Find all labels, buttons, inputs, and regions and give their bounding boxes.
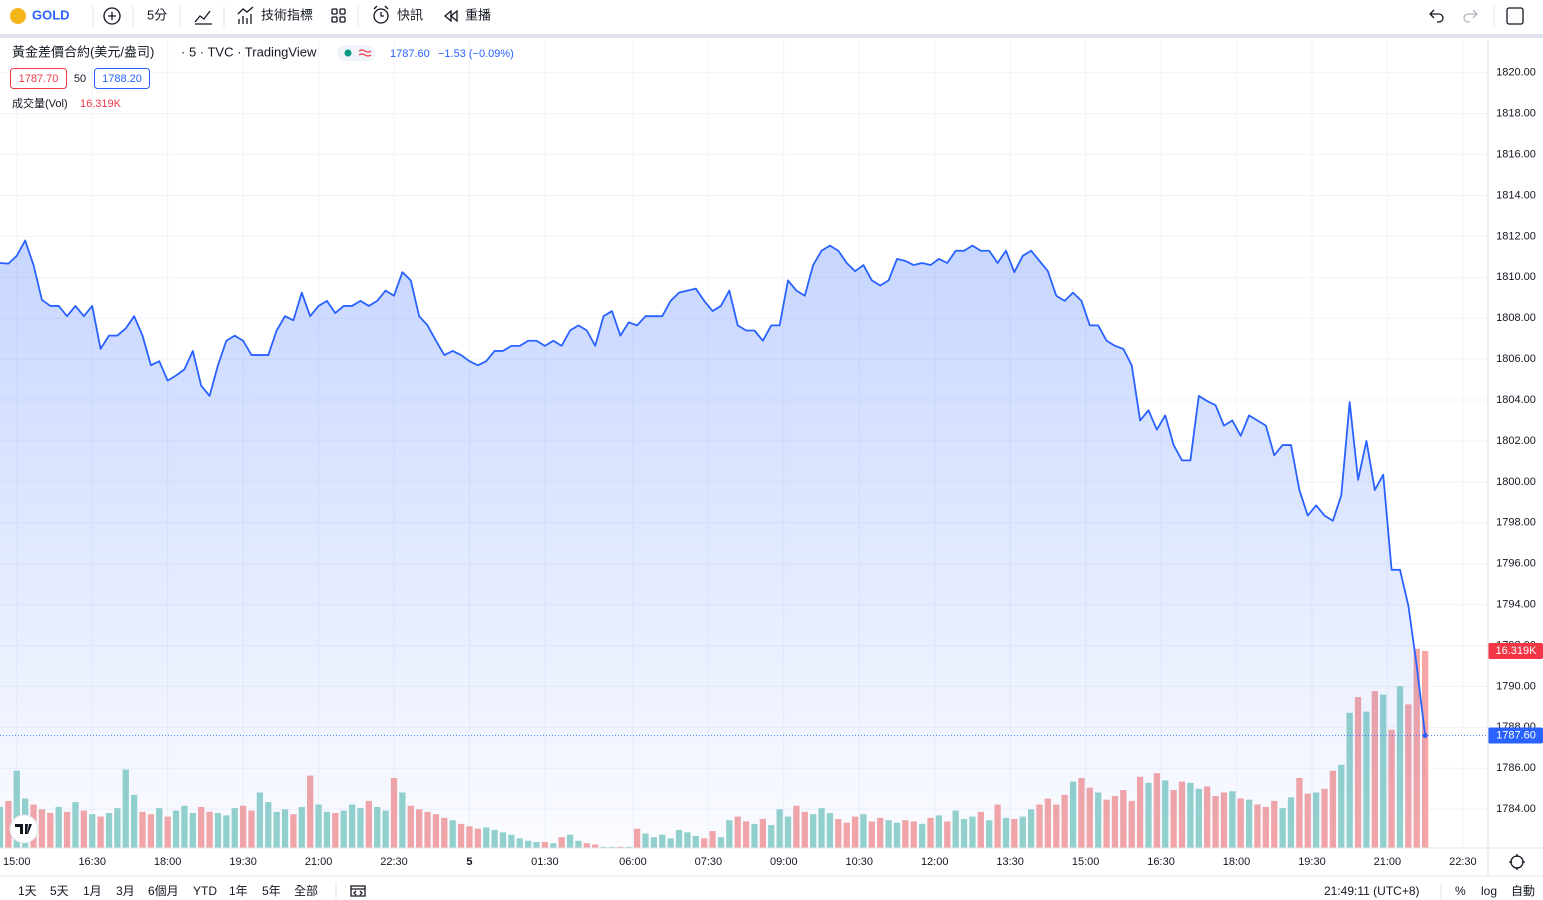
x-tick-label: 5 xyxy=(466,856,472,868)
toolbar-border xyxy=(0,34,1543,38)
last-price-tag xyxy=(1488,727,1543,744)
alerts-button[interactable]: 快訊 xyxy=(397,7,423,22)
y-tick-label: 1798.00 xyxy=(1496,517,1536,529)
log-button[interactable]: log xyxy=(1481,884,1497,898)
x-tick-label: 22:30 xyxy=(380,856,408,868)
buy-box[interactable] xyxy=(94,68,150,89)
x-tick-label: 07:30 xyxy=(695,856,723,868)
last-price-tag-label: 1787.60 xyxy=(1496,729,1536,741)
y-tick-label: 1802.00 xyxy=(1496,435,1536,447)
sell-box[interactable] xyxy=(10,68,67,89)
layout-button[interactable] xyxy=(331,8,346,23)
y-tick-label: 1786.00 xyxy=(1496,762,1536,774)
y-tick-label: 1800.00 xyxy=(1496,476,1536,488)
range-button[interactable]: 1年 xyxy=(229,884,248,898)
x-tick-label: 13:30 xyxy=(996,856,1024,868)
x-tick-label: 21:00 xyxy=(1374,856,1402,868)
auto-button[interactable]: 自動 xyxy=(1511,884,1535,898)
symbol[interactable]: GOLD xyxy=(32,7,70,22)
y-tick-label: 1796.00 xyxy=(1496,558,1536,570)
bid-price[interactable]: 1787.70 xyxy=(19,73,59,85)
alerts-icon[interactable] xyxy=(373,5,389,24)
y-tick-label: 1790.00 xyxy=(1496,680,1536,692)
y-tick-label: 1818.00 xyxy=(1496,108,1536,120)
y-tick-label: 1808.00 xyxy=(1496,312,1536,324)
range-button[interactable]: 6個月 xyxy=(148,884,179,898)
price-line xyxy=(0,239,1427,736)
legend-change: −1.53 (−0.09%) xyxy=(438,48,514,60)
y-tick-label: 1810.00 xyxy=(1496,271,1536,283)
replay-icon[interactable] xyxy=(443,9,458,23)
volume-tag-label: 16.319K xyxy=(1496,645,1538,657)
undo-button[interactable] xyxy=(1429,9,1444,23)
range-button[interactable]: 5年 xyxy=(262,884,281,898)
y-tick-label: 1812.00 xyxy=(1496,230,1536,242)
range-button[interactable]: 5天 xyxy=(50,884,69,898)
x-tick-label: 18:00 xyxy=(154,856,182,868)
x-tick-label: 15:00 xyxy=(3,856,31,868)
footer: 1天 5天 1月 3月 6個月 YTD 1年 5年 全部 xyxy=(18,883,318,898)
clock: 21:49:11 (UTC+8) xyxy=(1324,884,1420,898)
x-tick-label: 21:00 xyxy=(305,856,333,868)
y-tick-label: 1820.00 xyxy=(1496,67,1536,79)
indicators-button[interactable]: 技術指標 xyxy=(261,7,313,22)
x-tick-label: 06:00 xyxy=(619,856,647,868)
delay-icon xyxy=(358,49,372,57)
percent-button[interactable]: % xyxy=(1455,884,1466,898)
spread: 50 xyxy=(74,73,86,85)
y-tick-label: 1806.00 xyxy=(1496,353,1536,365)
toolbar xyxy=(0,0,1543,34)
x-tick-label: 15:00 xyxy=(1072,856,1100,868)
range-button[interactable]: 全部 xyxy=(294,883,318,898)
chart-type-button[interactable] xyxy=(194,10,212,25)
legend-meta: · 5 · TVC · TradingView xyxy=(181,44,317,59)
add-symbol-button[interactable] xyxy=(103,7,121,25)
range-button[interactable]: YTD xyxy=(193,884,217,898)
y-tick-label: 1814.00 xyxy=(1496,189,1536,201)
replay-button[interactable]: 重播 xyxy=(465,7,491,22)
x-tick-label: 19:30 xyxy=(1298,856,1326,868)
y-tick-label: 1804.00 xyxy=(1496,394,1536,406)
volume-tag xyxy=(1488,643,1543,660)
symbol-icon xyxy=(10,8,26,24)
volume-legend-title: 成交量(Vol) xyxy=(12,96,68,110)
range-button[interactable]: 1天 xyxy=(18,884,37,898)
ask-price[interactable]: 1788.20 xyxy=(102,73,142,85)
x-tick-label: 01:30 xyxy=(531,856,559,868)
x-tick-label: 16:30 xyxy=(1147,856,1175,868)
settings-button[interactable] xyxy=(1509,854,1525,870)
y-tick-label: 1784.00 xyxy=(1496,803,1536,815)
volume-legend-value: 16.319K xyxy=(80,98,122,110)
tradingview-logo xyxy=(9,814,39,844)
indicators-icon[interactable] xyxy=(237,6,254,24)
legend-last: 1787.60 xyxy=(390,48,430,60)
price-area xyxy=(0,240,1426,848)
x-tick-label: 09:00 xyxy=(770,856,798,868)
x-tick-label: 12:00 xyxy=(921,856,949,868)
last-price-dot xyxy=(1422,733,1428,738)
x-tick-label: 10:30 xyxy=(846,856,874,868)
y-tick-label: 1816.00 xyxy=(1496,148,1536,160)
legend-title: 黃金差價合約(美元/盎司) xyxy=(12,44,154,59)
interval[interactable]: 5分 xyxy=(147,7,167,22)
x-tick-label: 16:30 xyxy=(78,856,106,868)
x-tick-label: 22:30 xyxy=(1449,856,1477,868)
fullscreen-button[interactable] xyxy=(1506,7,1524,25)
plot-area: 15:00 16:30 18:00 19:30 21:00 22:30 5 01:30 06:0… xyxy=(0,38,1543,868)
range-button[interactable]: 3月 xyxy=(116,884,135,898)
x-tick-label: 18:00 xyxy=(1223,856,1251,868)
market-open-dot xyxy=(344,49,352,57)
range-button[interactable]: 1月 xyxy=(83,884,102,898)
date-range-button[interactable] xyxy=(350,885,366,897)
y-tick-label: 1794.00 xyxy=(1496,598,1536,610)
redo-button[interactable] xyxy=(1463,9,1478,23)
x-tick-label: 19:30 xyxy=(229,856,257,868)
market-status[interactable] xyxy=(337,45,375,61)
